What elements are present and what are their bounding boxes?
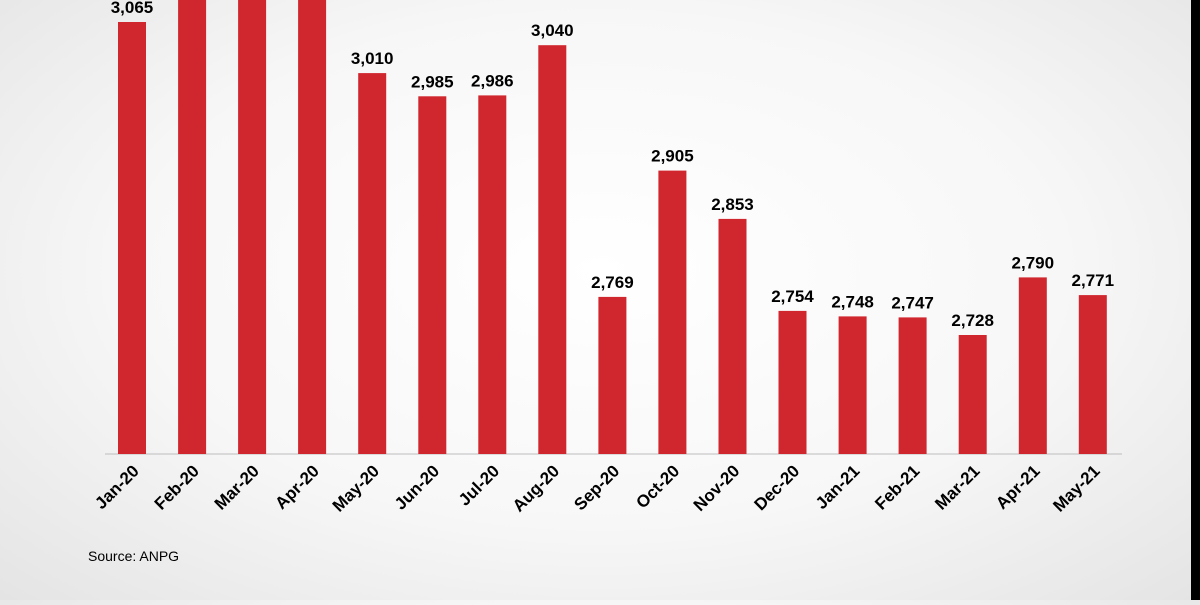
x-tick-label-jul-20: Jul-20: [455, 461, 503, 509]
value-label-nov-20: 2,853: [711, 195, 754, 214]
x-tick-label-feb-20: Feb-20: [151, 461, 203, 513]
bar-mar-20: [238, 0, 267, 454]
x-tick-label-oct-20: Oct-20: [632, 461, 683, 512]
value-label-jan-21: 2,748: [831, 292, 874, 311]
value-label-sep-20: 2,769: [591, 273, 634, 292]
x-tick-label-nov-20: Nov-20: [690, 461, 744, 515]
bar-feb-20: [178, 0, 207, 454]
right-edge-border: [1191, 0, 1200, 600]
x-tick-label-jan-21: Jan-21: [812, 461, 864, 513]
x-tick-label-apr-21: Apr-21: [992, 461, 1044, 513]
value-labels-group: 3,065 3,010 2,985 2,986 3,040 2,769 2,905 2,853…: [111, 0, 1114, 330]
value-label-aug-20: 3,040: [531, 21, 574, 40]
x-tick-label-jan-20: Jan-20: [91, 461, 143, 513]
x-tick-label-feb-21: Feb-21: [871, 461, 923, 513]
x-tick-label-dec-20: Dec-20: [750, 461, 803, 514]
bar-dec-20: [778, 310, 807, 454]
value-label-oct-20: 2,905: [651, 147, 694, 166]
x-tick-label-aug-20: Aug-20: [509, 461, 563, 515]
bar-may-21: [1078, 295, 1107, 454]
bar-feb-21: [898, 317, 927, 454]
value-label-dec-20: 2,754: [771, 287, 814, 306]
bar-apr-21: [1018, 277, 1047, 454]
bar-oct-20: [658, 170, 687, 454]
x-tick-label-mar-20: Mar-20: [211, 461, 263, 513]
value-label-jan-20: 3,065: [111, 0, 154, 17]
value-label-feb-21: 2,747: [891, 293, 934, 312]
x-tick-label-sep-20: Sep-20: [570, 461, 623, 514]
bars-group: [118, 0, 1107, 455]
source-note: Source: ANPG: [88, 548, 179, 564]
bar-jan-21: [838, 316, 867, 454]
value-label-may-21: 2,771: [1072, 271, 1115, 290]
bar-aug-20: [538, 45, 567, 454]
value-label-may-20: 3,010: [351, 49, 394, 68]
x-tick-labels-group: Jan-20 Feb-20 Mar-20 Apr-20 May-20 Jun-20 Jul-…: [91, 461, 1103, 515]
x-tick-label-apr-20: Apr-20: [271, 461, 323, 513]
bar-mar-21: [958, 335, 987, 454]
bar-jun-20: [418, 96, 447, 455]
bar-may-20: [358, 73, 387, 454]
x-tick-label-mar-21: Mar-21: [931, 461, 983, 513]
x-tick-label-may-21: May-21: [1049, 461, 1103, 515]
bar-apr-20: [298, 0, 327, 454]
value-label-apr-21: 2,790: [1012, 253, 1055, 272]
x-tick-label-jun-20: Jun-20: [391, 461, 443, 513]
value-label-jun-20: 2,985: [411, 72, 454, 91]
bar-jan-20: [118, 22, 146, 454]
bar-jul-20: [478, 95, 507, 455]
bar-nov-20: [718, 218, 747, 454]
x-tick-label-may-20: May-20: [329, 461, 383, 515]
value-label-jul-20: 2,986: [471, 71, 514, 90]
value-label-mar-21: 2,728: [951, 311, 994, 330]
bar-sep-20: [598, 296, 627, 454]
